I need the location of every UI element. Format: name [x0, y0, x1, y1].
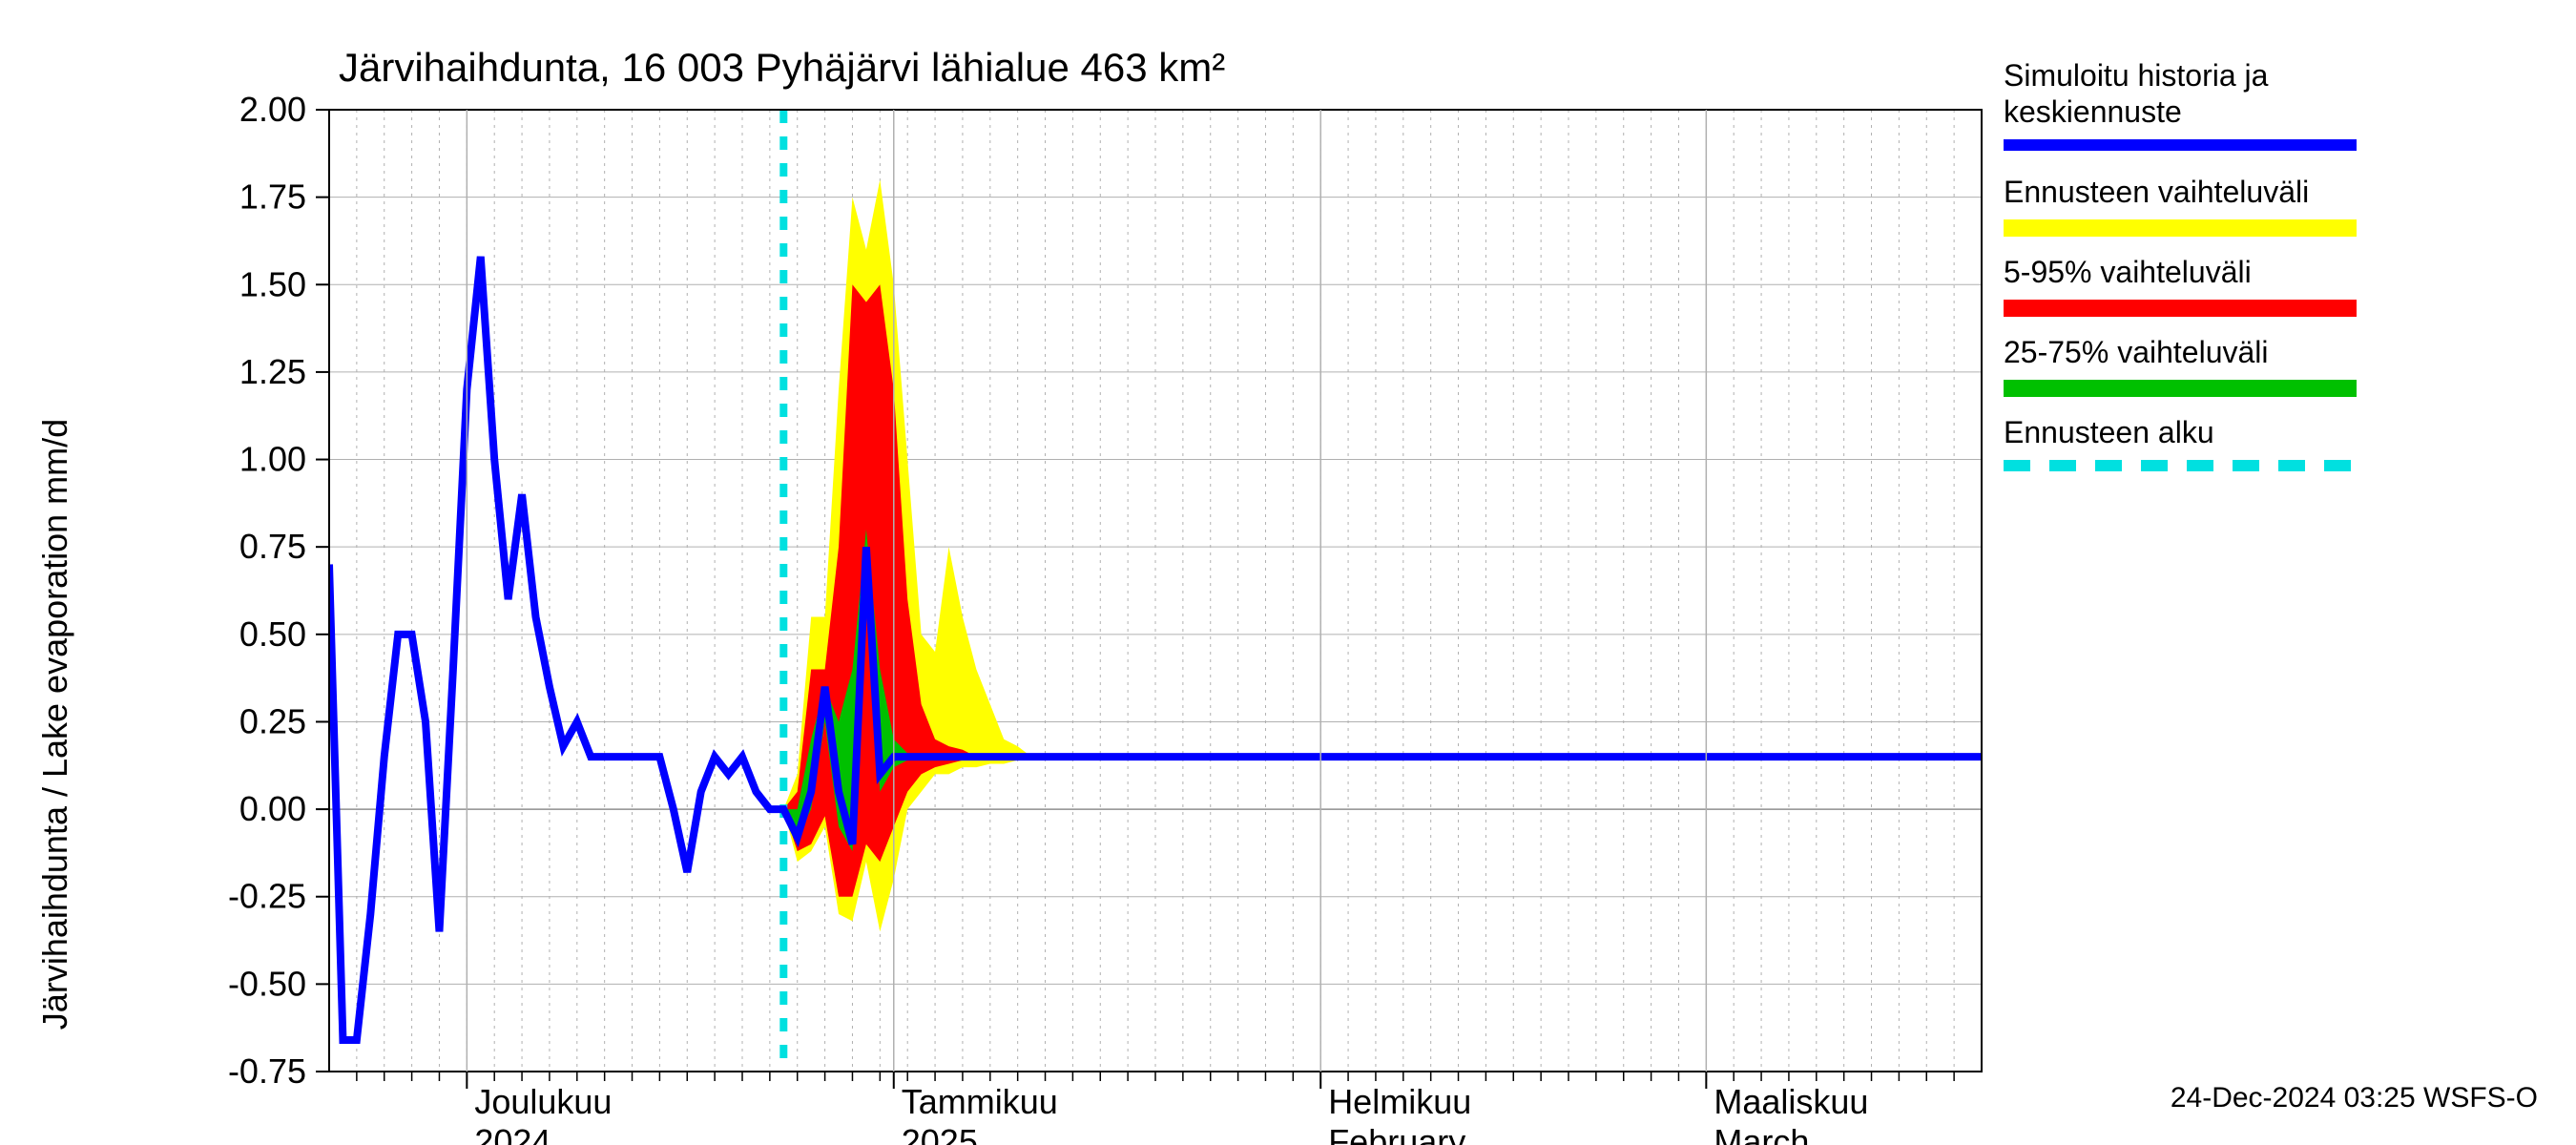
y-tick-label: -0.25	[228, 877, 306, 916]
y-tick-label: 0.00	[239, 789, 306, 828]
x-tick-label: Joulukuu	[474, 1082, 612, 1121]
y-tick-label: 1.25	[239, 352, 306, 391]
x-tick-label: Tammikuu	[902, 1082, 1058, 1121]
x-tick-label: Helmikuu	[1328, 1082, 1471, 1121]
legend-label: 25-75% vaihteluväli	[2004, 335, 2269, 369]
x-tick-label: Maaliskuu	[1714, 1082, 1868, 1121]
x-tick-label: February	[1328, 1122, 1465, 1145]
legend-label: keskiennuste	[2004, 94, 2182, 129]
y-tick-label: 1.00	[239, 440, 306, 479]
y-tick-label: -0.50	[228, 964, 306, 1003]
legend-swatch	[2004, 380, 2357, 397]
y-axis-label: Järvihaihdunta / Lake evaporation mm/d	[35, 419, 74, 1030]
legend-swatch	[2004, 219, 2357, 237]
legend-label: Ennusteen vaihteluväli	[2004, 175, 2309, 209]
y-tick-label: -0.75	[228, 1051, 306, 1091]
legend-label: 5-95% vaihteluväli	[2004, 255, 2252, 289]
chart-title: Järvihaihdunta, 16 003 Pyhäjärvi lähialu…	[339, 45, 1225, 90]
legend-label: Ennusteen alku	[2004, 415, 2214, 449]
legend-label: Simuloitu historia ja	[2004, 58, 2269, 93]
y-tick-label: 0.75	[239, 527, 306, 566]
x-tick-label: March	[1714, 1122, 1809, 1145]
footer-timestamp: 24-Dec-2024 03:25 WSFS-O	[2171, 1082, 2538, 1114]
legend-swatch	[2004, 300, 2357, 317]
y-tick-label: 0.50	[239, 614, 306, 654]
y-tick-label: 2.00	[239, 90, 306, 129]
y-tick-label: 1.75	[239, 177, 306, 217]
x-tick-label: 2024	[474, 1122, 551, 1145]
y-tick-label: 0.25	[239, 701, 306, 740]
x-tick-label: 2025	[902, 1122, 978, 1145]
y-tick-label: 1.50	[239, 264, 306, 303]
lake-evaporation-chart: Joulukuu2024 Tammikuu2025 HelmikuuFebruary…	[0, 0, 2576, 1145]
